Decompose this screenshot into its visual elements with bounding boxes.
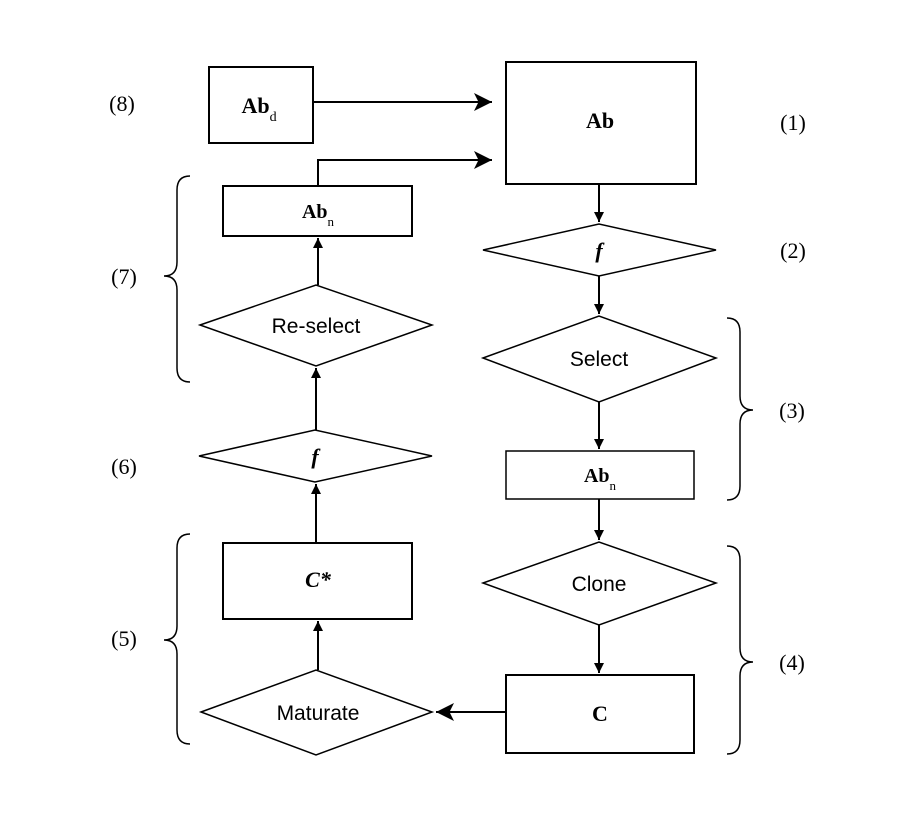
node-c-star-label: C* [305, 567, 332, 592]
step-label-8: (8) [109, 91, 135, 116]
node-clone-diamond [480, 541, 719, 626]
brace-step-5 [163, 533, 191, 745]
step-label-4: (4) [779, 650, 805, 675]
node-abn-right-label: Abn [584, 465, 617, 493]
node-fitness-top-label: f [595, 238, 605, 263]
node-c-box [505, 674, 695, 754]
node-reselect-label: Re-select [272, 315, 361, 338]
node-abd-box [208, 66, 314, 144]
step-label-6: (6) [111, 454, 137, 479]
node-abn-left-label: Abn [302, 201, 335, 229]
node-fitness-top-diamond [482, 223, 717, 277]
node-c-star-box [222, 542, 413, 620]
node-select: Select [480, 315, 719, 403]
step-label-7: (7) [111, 264, 137, 289]
brace-step-7 [163, 175, 191, 383]
node-clone-label: Clone [572, 573, 627, 596]
node-c: C [505, 674, 695, 754]
step-label-5: (5) [111, 626, 137, 651]
node-maturate: Maturate [198, 669, 435, 756]
node-ab: Ab [505, 61, 697, 185]
step-label-3: (3) [779, 398, 805, 423]
node-abn-right: Abn [505, 450, 695, 500]
node-clone: Clone [480, 541, 719, 626]
node-select-diamond [480, 315, 719, 403]
node-fitness-left-diamond [198, 429, 433, 483]
node-select-label: Select [570, 348, 629, 371]
node-c-label: C [592, 701, 608, 726]
node-abn-left-box [222, 185, 413, 237]
node-abn-left: Abn [222, 185, 413, 237]
step-label-1: (1) [780, 110, 806, 135]
node-abd-label: Abd [241, 93, 276, 125]
node-abn-right-box [505, 450, 695, 500]
node-c-star: C* [222, 542, 413, 620]
step-label-2: (2) [780, 238, 806, 263]
node-fitness-top: f [482, 223, 717, 277]
node-fitness-left-label: f [311, 444, 321, 469]
node-abd: Abd [208, 66, 314, 144]
node-maturate-label: Maturate [277, 702, 360, 725]
node-fitness-left: f [198, 429, 433, 483]
node-reselect-diamond [197, 284, 435, 367]
brace-step-4 [726, 545, 754, 755]
node-reselect: Re-select [197, 284, 435, 367]
node-maturate-diamond [198, 669, 435, 756]
node-ab-label: Ab [586, 108, 614, 133]
brace-step-3 [726, 317, 754, 501]
node-ab-box [505, 61, 697, 185]
arrow-abn-to-ab [317, 151, 492, 186]
